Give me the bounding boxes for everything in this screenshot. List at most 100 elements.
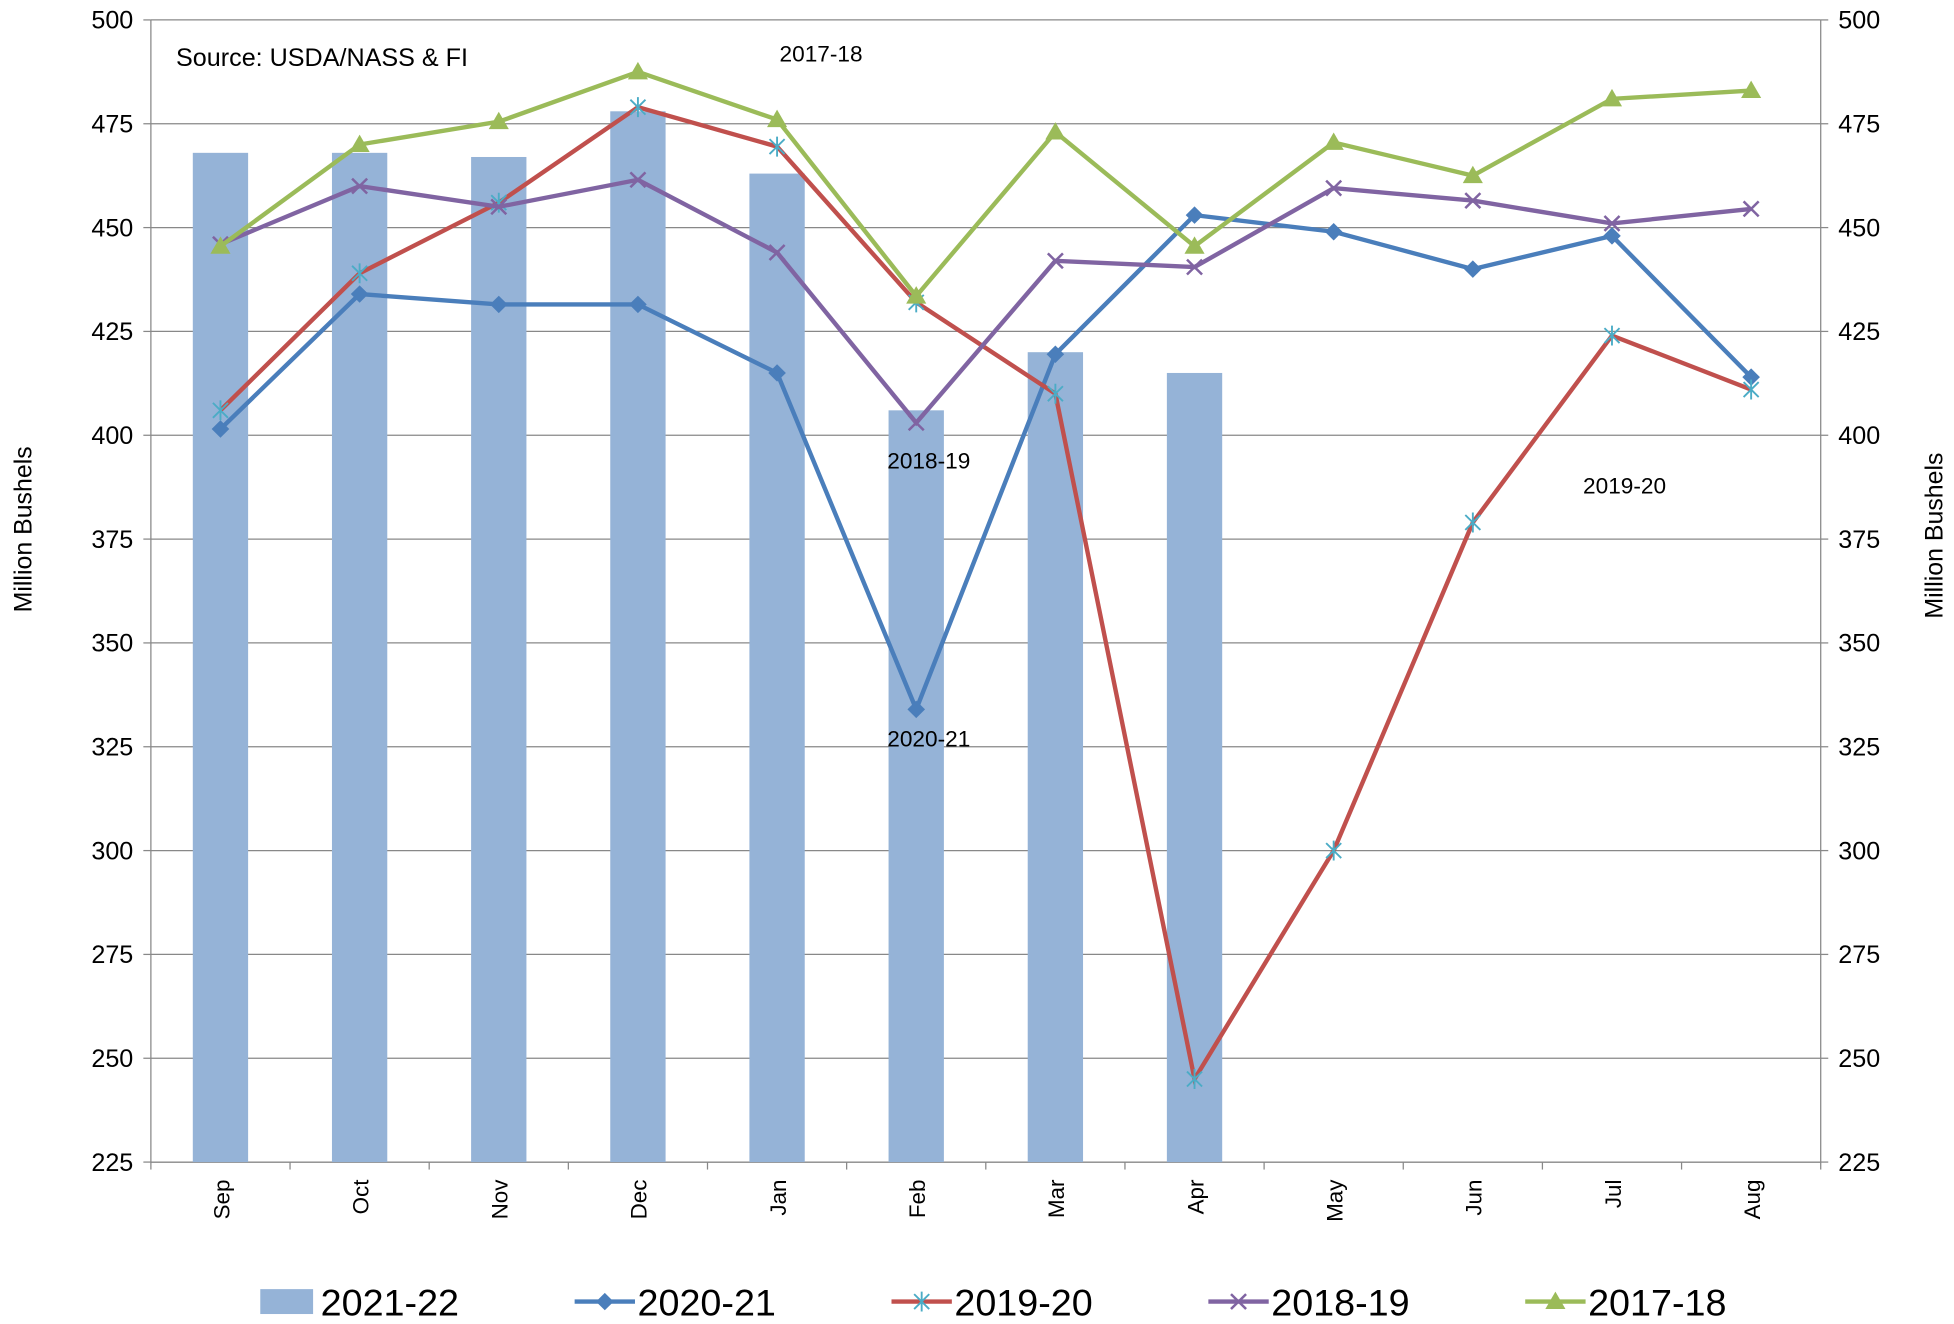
x-tick-label: Jul	[1601, 1180, 1626, 1209]
bar	[610, 111, 666, 1163]
point	[351, 177, 369, 195]
point	[629, 97, 647, 118]
x-tick-label: Apr	[1183, 1179, 1208, 1214]
point	[1603, 215, 1621, 232]
bar	[1166, 372, 1223, 1163]
bar	[331, 152, 388, 1163]
point	[1047, 383, 1064, 404]
point	[490, 198, 508, 216]
annotation: 2019-20	[1583, 473, 1666, 498]
legend-swatch	[260, 1289, 314, 1315]
line	[219, 69, 1752, 300]
x-tick-label: Mar	[1044, 1179, 1069, 1218]
point	[1603, 325, 1621, 346]
y-tick-label: 375	[91, 526, 133, 554]
point	[1325, 840, 1342, 861]
point	[1742, 368, 1760, 386]
line	[219, 177, 1752, 427]
bar	[1027, 352, 1084, 1163]
legend-label: 2021-22	[321, 1281, 459, 1323]
y-tick-label: 275	[91, 941, 133, 969]
point	[1323, 132, 1344, 150]
annotation: 2018-19	[887, 449, 970, 474]
point	[768, 364, 786, 382]
point	[1186, 1069, 1203, 1089]
point	[629, 171, 647, 189]
y2-tick-label: 275	[1838, 941, 1880, 969]
point	[210, 236, 231, 254]
x-tick-label: Jan	[766, 1180, 791, 1216]
y2-tick-label: 250	[1838, 1045, 1880, 1073]
y2-tick-label: 425	[1838, 318, 1880, 346]
y2-tick-label: 300	[1838, 837, 1880, 865]
point	[627, 61, 648, 80]
point	[1742, 379, 1760, 400]
point	[1325, 179, 1343, 197]
y2-axis-title: Million Bushels	[1921, 453, 1949, 619]
y-tick-label: 350	[91, 630, 133, 658]
point	[1601, 88, 1623, 107]
x-tick-label: Feb	[905, 1180, 930, 1219]
y2-tick-label: 375	[1838, 526, 1880, 554]
point	[1464, 192, 1482, 209]
point	[1464, 260, 1482, 278]
y-tick-label: 225	[91, 1149, 133, 1177]
point	[1184, 236, 1205, 254]
legend-label: 2017-18	[1588, 1281, 1726, 1323]
y-tick-label: 400	[91, 422, 133, 450]
x-tick-label: Jun	[1462, 1180, 1487, 1216]
point	[1324, 223, 1343, 241]
point	[1186, 258, 1203, 276]
y-tick-label: 250	[91, 1045, 133, 1073]
point	[1741, 80, 1762, 99]
y-tick-label: 450	[91, 214, 133, 242]
line	[218, 212, 1753, 716]
legend-marker	[913, 1291, 930, 1312]
point	[1462, 165, 1483, 184]
point	[488, 111, 509, 130]
point	[349, 134, 370, 153]
x-tick-label: Oct	[348, 1179, 373, 1215]
y2-tick-label: 225	[1838, 1149, 1880, 1177]
bar	[471, 156, 527, 1163]
y2-tick-label: 325	[1838, 734, 1880, 762]
point	[1046, 345, 1065, 363]
y-tick-label: 475	[91, 111, 133, 139]
y2-tick-label: 500	[1838, 7, 1880, 35]
annotation: 2020-21	[887, 727, 970, 752]
point	[350, 285, 369, 303]
x-tick-label: May	[1322, 1179, 1347, 1222]
x-tick-label: Aug	[1740, 1180, 1765, 1220]
source-note: Source: USDA/NASS & FI	[176, 44, 468, 72]
point	[212, 400, 229, 421]
legend-marker	[1230, 1293, 1247, 1310]
y2-tick-label: 450	[1838, 214, 1880, 242]
legend-marker	[596, 1292, 614, 1311]
point	[768, 244, 786, 261]
point	[1046, 252, 1064, 270]
y-axis-title: Million Bushels	[9, 446, 37, 612]
point	[1742, 200, 1760, 218]
point	[768, 136, 786, 157]
point	[1603, 227, 1621, 245]
x-tick-label: Sep	[209, 1180, 234, 1220]
legend-label: 2020-21	[638, 1281, 776, 1323]
y2-tick-label: 475	[1838, 111, 1880, 139]
x-tick-label: Nov	[487, 1179, 512, 1220]
annotation: 2017-18	[780, 42, 863, 67]
point	[1185, 206, 1204, 224]
point	[907, 700, 926, 719]
bar	[749, 173, 805, 1163]
legend-label: 2019-20	[954, 1281, 1092, 1323]
line	[218, 104, 1752, 1085]
legend-label: 2018-19	[1271, 1281, 1409, 1323]
legend-marker	[1545, 1291, 1566, 1310]
y2-tick-label: 400	[1838, 422, 1880, 450]
y-tick-label: 325	[91, 734, 133, 762]
bar	[192, 152, 249, 1163]
x-tick-label: Dec	[627, 1180, 652, 1220]
y-tick-label: 500	[91, 7, 133, 35]
point	[907, 414, 925, 432]
